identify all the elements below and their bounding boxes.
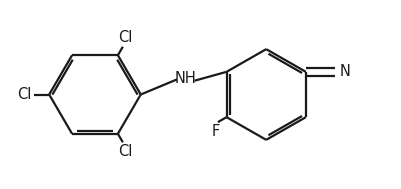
Text: Cl: Cl (117, 144, 132, 159)
Text: N: N (339, 64, 350, 79)
Text: NH: NH (175, 71, 196, 86)
Text: F: F (212, 124, 220, 139)
Text: Cl: Cl (117, 30, 132, 45)
Text: Cl: Cl (17, 87, 31, 102)
